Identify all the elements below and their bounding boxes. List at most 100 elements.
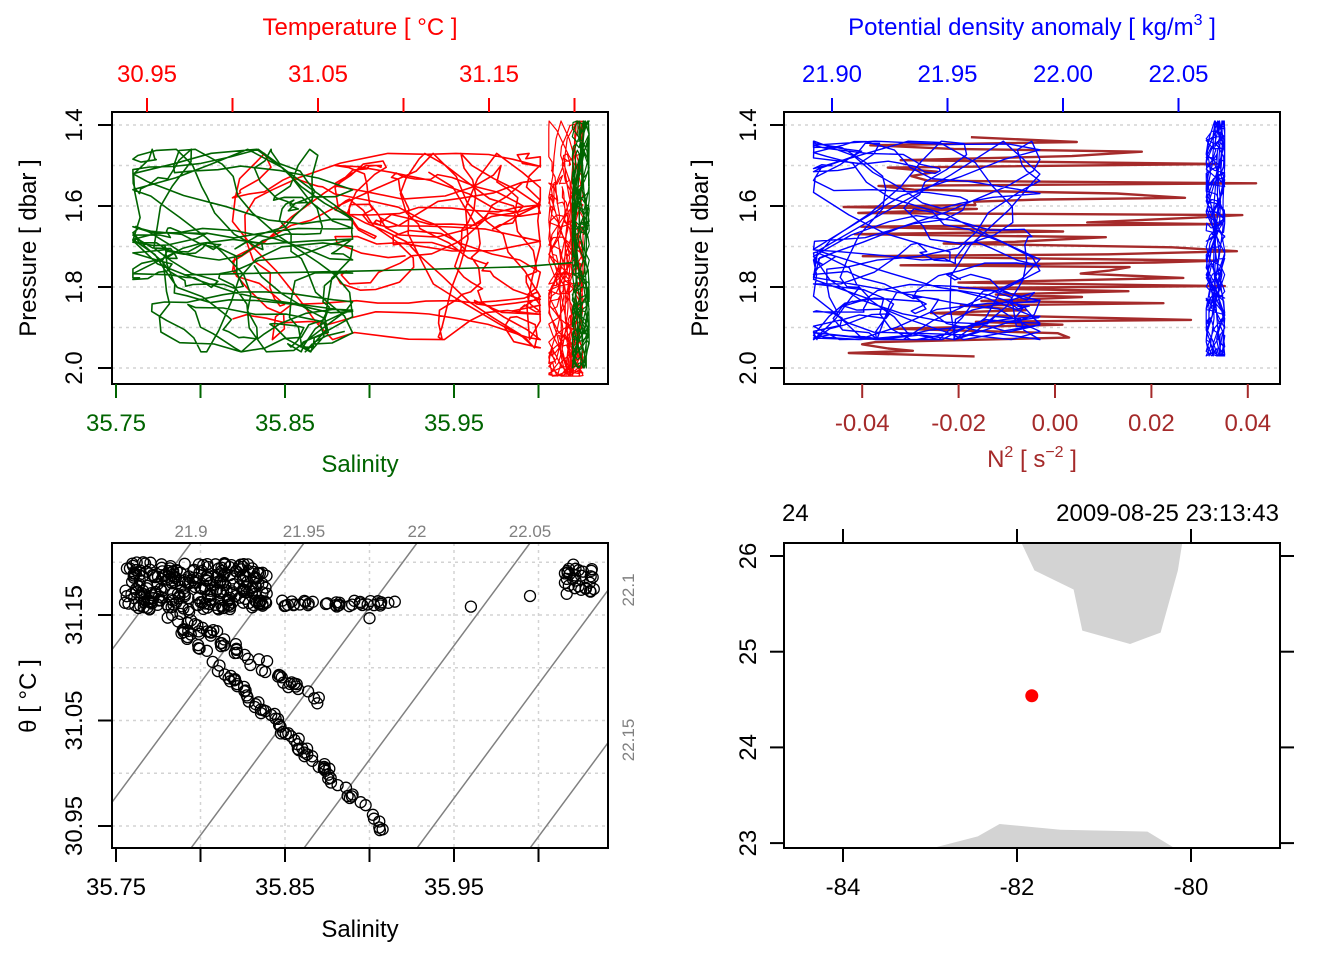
axis-tick-label: 35.75 [86, 410, 146, 437]
density-axis-title: Potential density anomaly [ kg/m3 ] [848, 12, 1216, 41]
ts-point [132, 601, 145, 615]
ts-point [560, 587, 573, 600]
isopycnal-line [529, 741, 608, 848]
axis-tick-label: 26 [735, 543, 762, 570]
ts-point [137, 556, 150, 569]
ts-point [149, 587, 162, 600]
temperature-axis-title: Temperature [ °C ] [263, 14, 458, 41]
ts-point [151, 598, 164, 611]
ts-point [213, 659, 226, 672]
ts-point [200, 570, 213, 583]
ts-point [196, 621, 209, 634]
axis-tick-label: 35.95 [424, 410, 484, 437]
ts-point [587, 582, 600, 596]
axis-tick-label: 2.0 [735, 351, 762, 384]
ts-point [585, 564, 598, 577]
ts-point [291, 742, 305, 756]
ts-point [243, 584, 256, 597]
axis-tick-label: 21.90 [802, 61, 862, 88]
ts-point [203, 593, 217, 606]
ts-point [155, 558, 168, 571]
ts-point [464, 600, 478, 613]
axis-tick-label: 1.8 [61, 270, 88, 303]
axis-tick-label: 1.4 [61, 108, 88, 141]
ts-point [123, 562, 137, 575]
pressure-axis-title: Pressure [ dbar ] [687, 159, 714, 336]
map-frame [783, 542, 1281, 849]
isopycnal-label: 21.9 [174, 522, 207, 541]
ts-point [218, 668, 231, 681]
axis-tick-label: 31.15 [459, 61, 519, 88]
ts-point [523, 589, 537, 603]
ts-point [359, 799, 372, 812]
ts-point [285, 676, 298, 689]
ts-point [192, 558, 206, 571]
ts-point [224, 669, 237, 683]
ts-point [242, 564, 255, 578]
ts-point [364, 594, 377, 608]
salinity-trace-surface [571, 120, 590, 369]
ts-point [130, 586, 143, 599]
axis-tick-label: 1.4 [735, 108, 762, 141]
ts-point [251, 567, 264, 580]
ts-point [287, 598, 300, 612]
ts-point [244, 658, 257, 672]
density-trace-surface [1205, 120, 1226, 357]
ts-point [179, 575, 192, 589]
ts-point [237, 680, 251, 694]
ts-point [348, 594, 361, 607]
isopycnal-label: 22.15 [619, 719, 638, 762]
n2-axis-title: N2 [ s−2 ] [987, 444, 1077, 473]
ts-point [254, 707, 268, 720]
ts-point [192, 642, 205, 655]
ts-point [224, 600, 237, 613]
ts-point [163, 566, 176, 580]
ts-point [382, 596, 395, 609]
isopycnal-label: 22 [408, 522, 427, 541]
plot-frame [783, 111, 1281, 385]
ts-point [135, 586, 148, 600]
ts-point [312, 760, 325, 773]
ts-point [366, 808, 380, 821]
isopycnal-label: 22.1 [619, 573, 638, 606]
axis-tick-label: 22.00 [1033, 61, 1093, 88]
land-polygon [1021, 543, 1183, 644]
axis-tick-label: 0.00 [1032, 410, 1079, 437]
ts-point [575, 583, 588, 596]
theta-axis-title: θ [ °C ] [15, 659, 42, 733]
ts-point [196, 596, 209, 609]
ts-point [125, 575, 139, 589]
panel-ts-diagram: 21.9 21.95 22 22.05 22.1 22.15 35.75 35.85 35.95… [15, 522, 638, 943]
axis-tick-label: 30.95 [61, 796, 88, 856]
ts-point [211, 602, 224, 615]
ts-point [584, 570, 597, 583]
ts-point [200, 574, 213, 588]
axis-tick-label: -84 [826, 874, 861, 901]
ts-point [181, 616, 194, 630]
isopycnal-line [303, 543, 531, 848]
salinity-trace [183, 261, 573, 276]
axis-tick-label: 31.05 [61, 690, 88, 750]
axis-tick-label: 35.75 [86, 874, 146, 901]
ts-point [174, 607, 187, 621]
ts-point [584, 585, 597, 598]
ts-point [192, 627, 206, 641]
ts-point [193, 566, 206, 579]
ts-point [290, 738, 304, 751]
ts-point [256, 599, 269, 612]
ts-point [388, 595, 401, 608]
ts-point [122, 597, 135, 610]
ts-point [293, 598, 307, 611]
ts-point [238, 648, 251, 662]
ts-point [367, 598, 381, 612]
ts-point [299, 595, 312, 609]
axis-tick-label: 35.85 [255, 410, 315, 437]
temperature-trace [334, 164, 542, 349]
axis-tick-label: 0.02 [1128, 410, 1175, 437]
ts-point [284, 730, 298, 743]
ts-point [260, 655, 274, 668]
isopycnal-line [112, 543, 305, 804]
axis-tick-label: 31.05 [288, 61, 348, 88]
isopycnal-line [112, 543, 192, 651]
isopycnal-line [190, 543, 418, 848]
